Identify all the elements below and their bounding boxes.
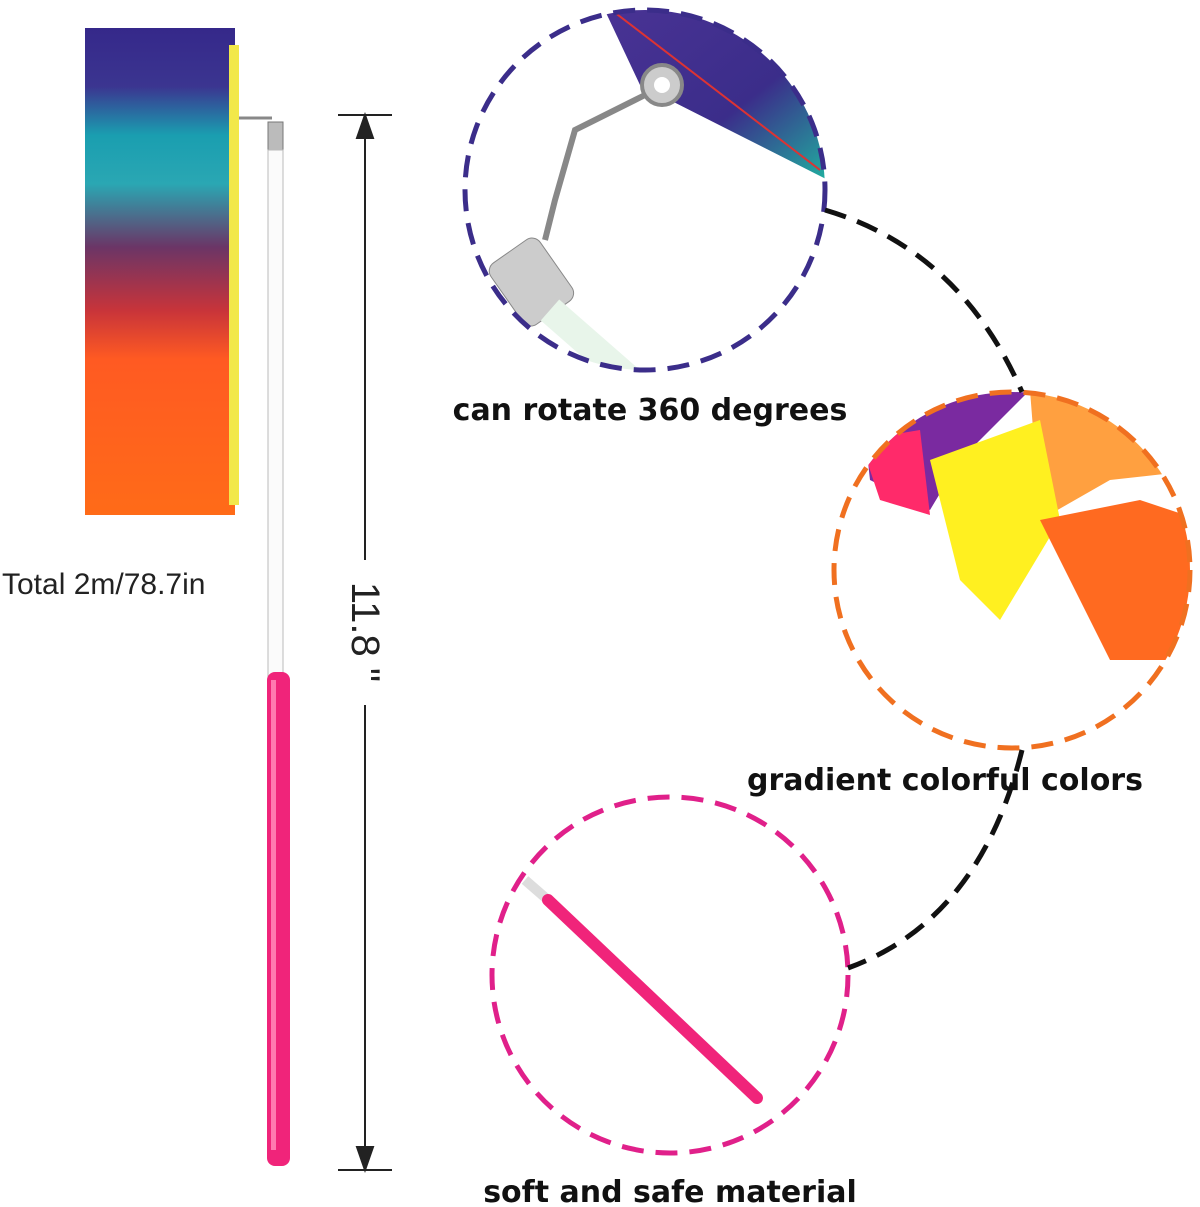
detail-colors: [860, 392, 1190, 660]
detail-circle: [462, 7, 828, 373]
material-label: soft and safe material: [483, 1175, 857, 1207]
connector: [824, 207, 1025, 971]
detail-circle: [831, 389, 1193, 751]
colors-label: gradient colorful colors: [747, 763, 1143, 798]
dimension-line: [338, 111, 392, 1174]
detail-circle: [489, 794, 851, 1156]
stick-length-label: 11.8 ": [343, 582, 387, 682]
total-length-label: Total 2m/78.7in: [2, 568, 205, 601]
rotate-label: can rotate 360 degrees: [453, 393, 848, 428]
ribbon-wand: [85, 28, 290, 1166]
detail-stick: [521, 876, 763, 1104]
detail-hook: [488, 10, 825, 370]
